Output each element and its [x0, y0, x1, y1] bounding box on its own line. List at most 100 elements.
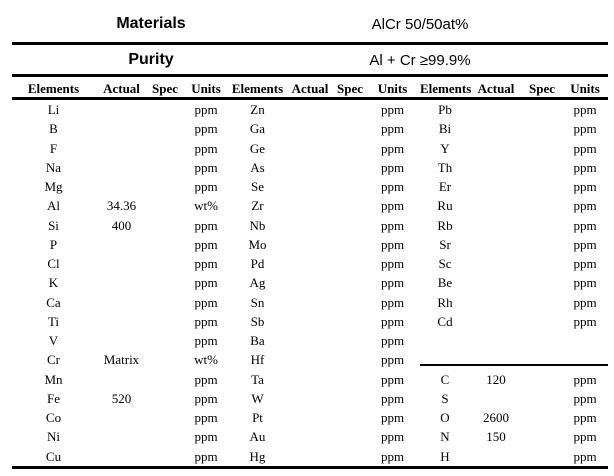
actual-value — [285, 158, 335, 177]
units-label: ppm — [573, 102, 597, 117]
spec-value — [522, 427, 562, 446]
units-label: ppm — [380, 275, 405, 291]
actual-value — [285, 427, 335, 446]
units-label: ppm — [573, 275, 597, 291]
actual-value — [285, 177, 335, 196]
element-symbol: P — [49, 236, 58, 252]
element-symbol — [420, 331, 470, 350]
spec-value — [148, 389, 182, 408]
materials-value: AlCr 50/50at% — [371, 16, 469, 33]
gas-elements-divider — [420, 364, 608, 366]
actual-value — [285, 293, 335, 312]
actual-value: 520 — [111, 390, 132, 406]
column-header-actual-2: Actual — [291, 81, 329, 96]
actual-value — [470, 235, 522, 254]
spec-value — [522, 389, 562, 408]
element-symbol: Mg — [44, 179, 63, 195]
spec-value — [335, 158, 365, 177]
units-label: ppm — [380, 121, 405, 137]
actual-value — [285, 312, 335, 331]
spec-value — [148, 312, 182, 331]
element-symbol: W — [251, 390, 264, 406]
actual-value — [285, 216, 335, 235]
spec-value — [335, 216, 365, 235]
element-symbol: N — [440, 429, 450, 445]
element-symbol: Si — [48, 217, 59, 233]
units-label: ppm — [573, 313, 597, 329]
table-bottom-border — [12, 466, 608, 469]
units-label: ppm — [194, 294, 218, 310]
element-symbol: Mn — [44, 371, 63, 387]
spec-value — [148, 350, 182, 369]
actual-value — [470, 254, 522, 273]
purity-value: Al + Cr ≥99.9% — [369, 52, 471, 69]
element-symbol: Y — [440, 140, 450, 156]
column-header-spec-2: Spec — [337, 81, 363, 96]
spec-value — [522, 273, 562, 292]
units-label: ppm — [194, 410, 218, 426]
units-label: ppm — [380, 256, 405, 272]
units-label: ppm — [380, 352, 405, 368]
element-symbol: Pb — [438, 102, 452, 117]
purity-label: Purity — [128, 51, 174, 68]
units-label — [562, 350, 608, 369]
spec-value — [335, 293, 365, 312]
spec-value — [148, 196, 182, 215]
actual-value — [470, 293, 522, 312]
units-label: ppm — [380, 448, 405, 464]
element-symbol: Hf — [250, 352, 265, 368]
spec-value — [148, 139, 182, 158]
units-label: ppm — [194, 448, 218, 464]
units-label: ppm — [380, 333, 405, 349]
units-label: ppm — [380, 294, 405, 310]
element-symbol: Ag — [249, 275, 266, 291]
spec-value — [148, 254, 182, 273]
actual-value — [95, 312, 148, 331]
actual-value: 150 — [486, 429, 506, 445]
actual-value — [285, 119, 335, 138]
element-symbol: Ba — [250, 333, 265, 349]
element-symbol: Co — [45, 410, 62, 426]
units-label: ppm — [380, 236, 405, 252]
spec-value — [335, 350, 365, 369]
actual-value — [285, 370, 335, 389]
element-symbol: F — [49, 140, 58, 156]
element-symbol: Mo — [248, 236, 267, 252]
units-label: ppm — [380, 217, 405, 233]
column-header-elements-3: Elements — [420, 81, 472, 96]
element-symbol: Th — [437, 159, 453, 175]
units-label: ppm — [194, 429, 218, 445]
element-symbol: Na — [45, 159, 62, 175]
actual-value: 120 — [486, 371, 506, 387]
units-label: ppm — [573, 256, 597, 272]
actual-value — [95, 427, 148, 446]
actual-value: 2600 — [483, 410, 509, 426]
spec-value — [522, 139, 562, 158]
actual-value — [285, 331, 335, 350]
column-header-actual-3: Actual — [477, 81, 515, 96]
units-label: ppm — [573, 159, 597, 175]
actual-value — [95, 370, 148, 389]
spec-value — [148, 427, 182, 446]
spec-value — [522, 196, 562, 215]
units-label: ppm — [194, 333, 218, 349]
units-label: wt% — [194, 198, 218, 214]
units-label: ppm — [194, 159, 218, 175]
spec-value — [335, 100, 365, 119]
divider-below-materials — [12, 42, 608, 45]
spec-value — [148, 273, 182, 292]
actual-value — [95, 331, 148, 350]
element-symbol: B — [49, 121, 58, 137]
units-label: ppm — [573, 390, 597, 406]
actual-value — [285, 254, 335, 273]
element-symbol: Fe — [47, 390, 60, 406]
actual-value — [95, 158, 148, 177]
actual-value — [285, 139, 335, 158]
spec-value — [335, 235, 365, 254]
actual-value — [285, 447, 335, 466]
actual-value — [470, 158, 522, 177]
actual-value — [285, 408, 335, 427]
spec-value — [148, 235, 182, 254]
